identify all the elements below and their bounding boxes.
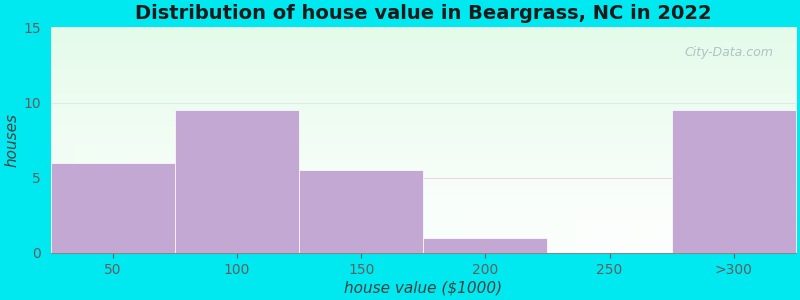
Bar <box>423 238 547 253</box>
Bar <box>299 170 423 253</box>
Bar <box>672 110 796 253</box>
Bar <box>175 110 299 253</box>
Bar <box>50 163 175 253</box>
Title: Distribution of house value in Beargrass, NC in 2022: Distribution of house value in Beargrass… <box>135 4 711 23</box>
Text: City-Data.com: City-Data.com <box>685 46 774 59</box>
Y-axis label: houses: houses <box>4 113 19 167</box>
X-axis label: house value ($1000): house value ($1000) <box>344 281 502 296</box>
